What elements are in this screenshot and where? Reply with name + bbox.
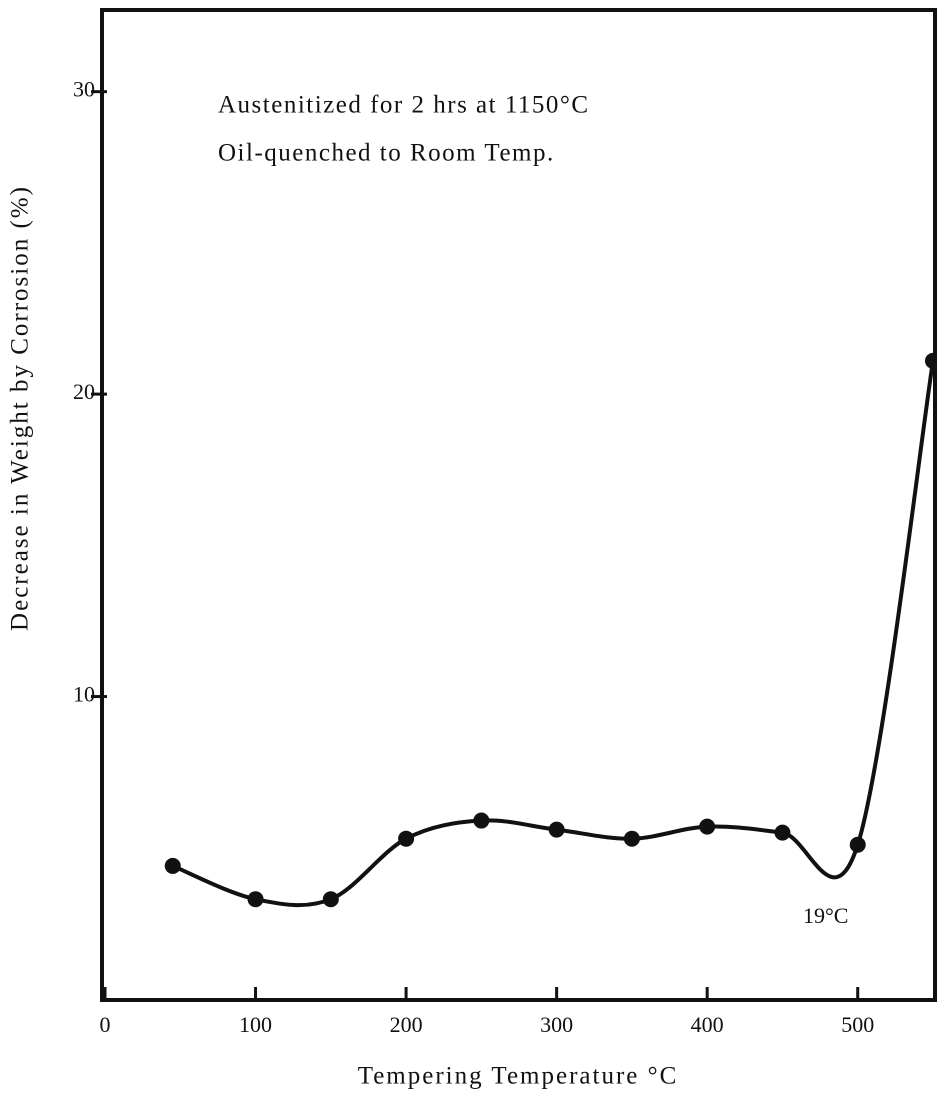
data-point (623, 830, 640, 847)
data-point (548, 821, 565, 838)
annotation: Austenitized for 2 hrs at 1150°C (218, 92, 590, 119)
data-point (398, 830, 415, 847)
x-axis-label: Tempering Temperature °C (358, 1063, 679, 1090)
data-point (247, 891, 264, 908)
annotation: 19°C (803, 903, 848, 928)
y-tick-label: 20 (73, 379, 95, 404)
y-tick-label: 10 (73, 682, 95, 707)
data-point (322, 891, 339, 908)
data-point (849, 836, 866, 853)
data-point (473, 812, 490, 829)
x-tick-label: 500 (841, 1012, 874, 1037)
data-point (164, 857, 181, 874)
plot-frame (100, 8, 937, 1002)
data-point (699, 818, 716, 835)
y-tick-label: 30 (73, 77, 95, 102)
data-point (774, 824, 791, 841)
annotation: Oil-quenched to Room Temp. (218, 140, 555, 167)
x-tick-label: 0 (100, 1012, 111, 1037)
data-point (924, 352, 937, 369)
y-axis-label: Decrease in Weight by Corrosion (%) (7, 185, 34, 631)
x-tick-label: 300 (540, 1012, 573, 1037)
x-tick-label: 400 (691, 1012, 724, 1037)
x-tick-label: 200 (390, 1012, 423, 1037)
x-tick-label: 100 (239, 1012, 272, 1037)
